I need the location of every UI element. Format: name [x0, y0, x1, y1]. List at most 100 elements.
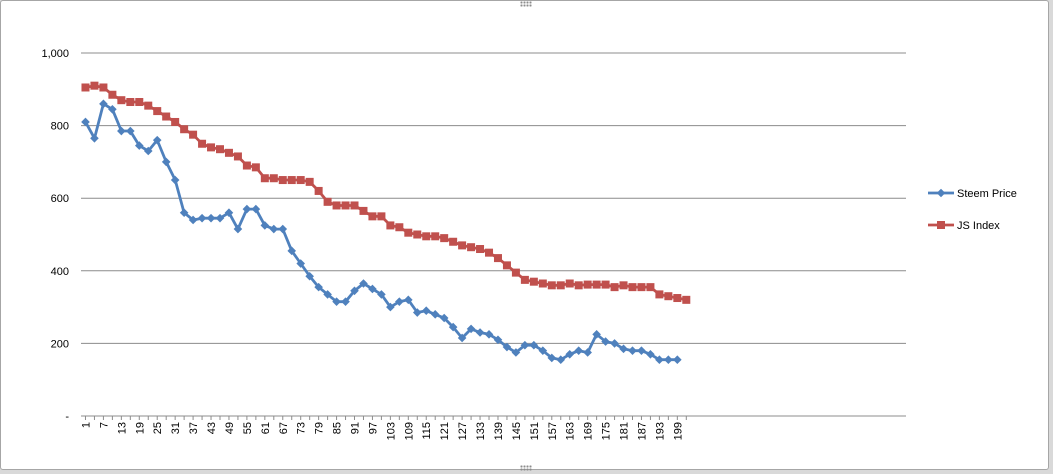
- point-steem-price: [170, 175, 180, 185]
- point-js-index: [485, 248, 494, 257]
- x-tick-label: 193: [654, 422, 666, 440]
- x-tick-label: 157: [547, 422, 559, 440]
- point-steem-price: [368, 284, 377, 294]
- point-steem-price: [493, 335, 503, 345]
- x-tick-label: 127: [457, 422, 469, 440]
- point-js-index: [673, 294, 682, 303]
- point-steem-price: [430, 310, 440, 319]
- point-steem-price: [637, 346, 646, 355]
- x-tick-label: 13: [116, 422, 128, 434]
- x-tick-label: 115: [421, 422, 433, 440]
- point-steem-price: [359, 279, 368, 288]
- legend-label: JS Index: [957, 220, 1000, 232]
- x-tick-label: 61: [260, 422, 272, 434]
- x-tick-label: 139: [493, 422, 505, 440]
- point-js-index: [341, 201, 350, 210]
- point-js-index: [493, 254, 502, 263]
- point-steem-price: [511, 348, 521, 357]
- point-steem-price: [421, 306, 431, 316]
- x-tick-label: 67: [278, 422, 290, 434]
- point-steem-price: [475, 328, 485, 337]
- point-steem-price: [233, 224, 243, 234]
- point-js-index: [251, 163, 260, 172]
- point-js-index: [207, 143, 216, 152]
- legend-marker: [937, 221, 945, 229]
- point-steem-price: [188, 215, 198, 225]
- point-js-index: [368, 212, 377, 221]
- point-steem-price: [117, 126, 126, 136]
- y-tick-label: 200: [51, 338, 69, 350]
- point-js-index: [117, 96, 126, 105]
- y-tick-label: 400: [51, 266, 69, 278]
- x-tick-label: 49: [224, 422, 236, 434]
- point-steem-price: [395, 297, 404, 306]
- point-js-index: [431, 232, 440, 241]
- point-js-index: [332, 201, 341, 210]
- point-steem-price: [404, 295, 413, 305]
- x-tick-label: 37: [188, 422, 200, 434]
- point-steem-price: [538, 346, 548, 355]
- x-tick-label: 133: [475, 422, 487, 440]
- point-steem-price: [81, 117, 90, 127]
- point-js-index: [395, 223, 404, 232]
- point-js-index: [359, 206, 368, 215]
- gridlines: [81, 52, 906, 344]
- point-steem-price: [520, 340, 530, 350]
- point-steem-price: [664, 355, 673, 365]
- point-steem-price: [601, 337, 610, 346]
- point-js-index: [574, 281, 583, 290]
- point-steem-price: [673, 355, 682, 365]
- point-steem-price: [448, 322, 458, 332]
- point-js-index: [646, 283, 655, 292]
- resize-handle-bottom[interactable]: [520, 465, 532, 471]
- point-js-index: [422, 232, 431, 241]
- legend: Steem Price JS Index: [928, 188, 1017, 232]
- point-steem-price: [143, 146, 153, 156]
- y-tick-label: 1,000: [41, 48, 69, 60]
- point-js-index: [511, 268, 520, 277]
- point-steem-price: [628, 346, 637, 355]
- point-js-index: [610, 283, 619, 292]
- point-js-index: [126, 98, 135, 107]
- series-line-steem-price: [84, 102, 678, 362]
- point-steem-price: [350, 286, 359, 296]
- resize-handle-top[interactable]: [520, 1, 532, 7]
- point-js-index: [99, 83, 108, 92]
- point-steem-price: [224, 208, 234, 218]
- point-js-index: [296, 176, 305, 185]
- point-js-index: [556, 281, 565, 290]
- point-js-index: [377, 212, 386, 221]
- point-steem-price: [296, 259, 306, 268]
- point-steem-price: [152, 135, 162, 145]
- point-js-index: [458, 241, 467, 250]
- point-steem-price: [466, 324, 476, 334]
- legend-marker: [936, 188, 946, 198]
- legend-entry-steem-price: Steem Price: [928, 188, 1017, 200]
- x-tick-label: 199: [672, 422, 684, 440]
- point-js-index: [180, 125, 189, 134]
- point-steem-price: [99, 99, 108, 109]
- point-steem-price: [197, 213, 207, 223]
- x-tick-label: 175: [601, 422, 613, 440]
- point-js-index: [323, 197, 332, 206]
- point-js-index: [386, 221, 395, 230]
- point-steem-price: [126, 126, 135, 136]
- point-js-index: [404, 228, 413, 237]
- point-js-index: [198, 139, 207, 148]
- point-steem-price: [412, 308, 422, 317]
- legend-entry-js-index: JS Index: [928, 220, 1000, 232]
- x-tick-label: 97: [367, 422, 379, 434]
- x-tick-label: 85: [332, 422, 344, 434]
- point-js-index: [682, 295, 691, 304]
- point-js-index: [520, 275, 529, 284]
- point-steem-price: [619, 344, 628, 354]
- point-steem-price: [260, 221, 270, 230]
- point-js-index: [440, 234, 449, 243]
- x-tick-label: 73: [296, 422, 308, 434]
- point-steem-price: [305, 271, 314, 281]
- y-tick-label: 800: [51, 121, 69, 133]
- point-js-index: [592, 280, 601, 289]
- point-js-index: [449, 237, 458, 246]
- point-steem-price: [323, 290, 332, 299]
